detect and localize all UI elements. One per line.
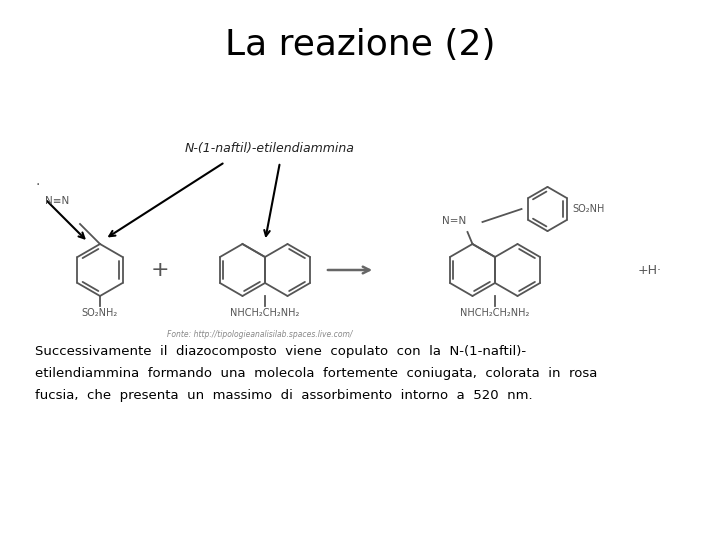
Text: NHCH₂CH₂NH₂: NHCH₂CH₂NH₂ (460, 308, 530, 318)
Text: +H·: +H· (638, 264, 662, 276)
Text: La reazione (2): La reazione (2) (225, 28, 495, 62)
Text: N=N: N=N (442, 216, 467, 226)
Text: SO₂NH₂: SO₂NH₂ (82, 308, 118, 318)
Text: Successivamente  il  diazocomposto  viene  copulato  con  la  N-(1-naftil)-: Successivamente il diazocomposto viene c… (35, 345, 526, 358)
Text: N≡N: N≡N (45, 196, 69, 206)
Text: fucsia,  che  presenta  un  massimo  di  assorbimento  intorno  a  520  nm.: fucsia, che presenta un massimo di assor… (35, 389, 533, 402)
Text: NHCH₂CH₂NH₂: NHCH₂CH₂NH₂ (230, 308, 300, 318)
Text: SO₂NH: SO₂NH (572, 204, 605, 214)
Text: +: + (150, 260, 169, 280)
Text: etilendiammina  formando  una  molecola  fortemente  coniugata,  colorata  in  r: etilendiammina formando una molecola for… (35, 367, 598, 380)
Text: ·: · (36, 178, 40, 192)
Text: Fonte: http://tipologieanalisilab.spaces.live.com/: Fonte: http://tipologieanalisilab.spaces… (167, 330, 353, 339)
Text: N-(1-naftil)-etilendiammina: N-(1-naftil)-etilendiammina (185, 142, 355, 155)
